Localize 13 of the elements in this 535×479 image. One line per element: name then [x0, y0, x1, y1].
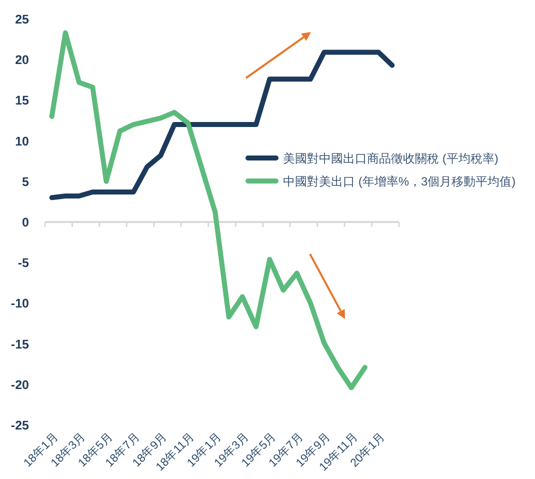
y-tick-label: -15 — [10, 337, 30, 352]
legend-label: 美國對中國出口商品徵收關稅 (平均稅率) — [283, 152, 498, 166]
y-tick-label: 5 — [22, 174, 30, 189]
y-tick-label: -25 — [10, 418, 30, 432]
y-tick-label: 20 — [15, 53, 30, 68]
legend-label: 中國對美出口 (年增率%，3個月移動平均值) — [283, 174, 516, 188]
y-tick-label: 0 — [22, 216, 30, 230]
y-tick-label: 10 — [15, 134, 30, 148]
y-tick-label: -10 — [10, 296, 30, 311]
y-tick-label: -20 — [10, 378, 30, 392]
y-tick-label: 25 — [15, 12, 30, 26]
y-tick-label: -5 — [18, 256, 30, 270]
y-tick-label: 15 — [15, 94, 30, 108]
